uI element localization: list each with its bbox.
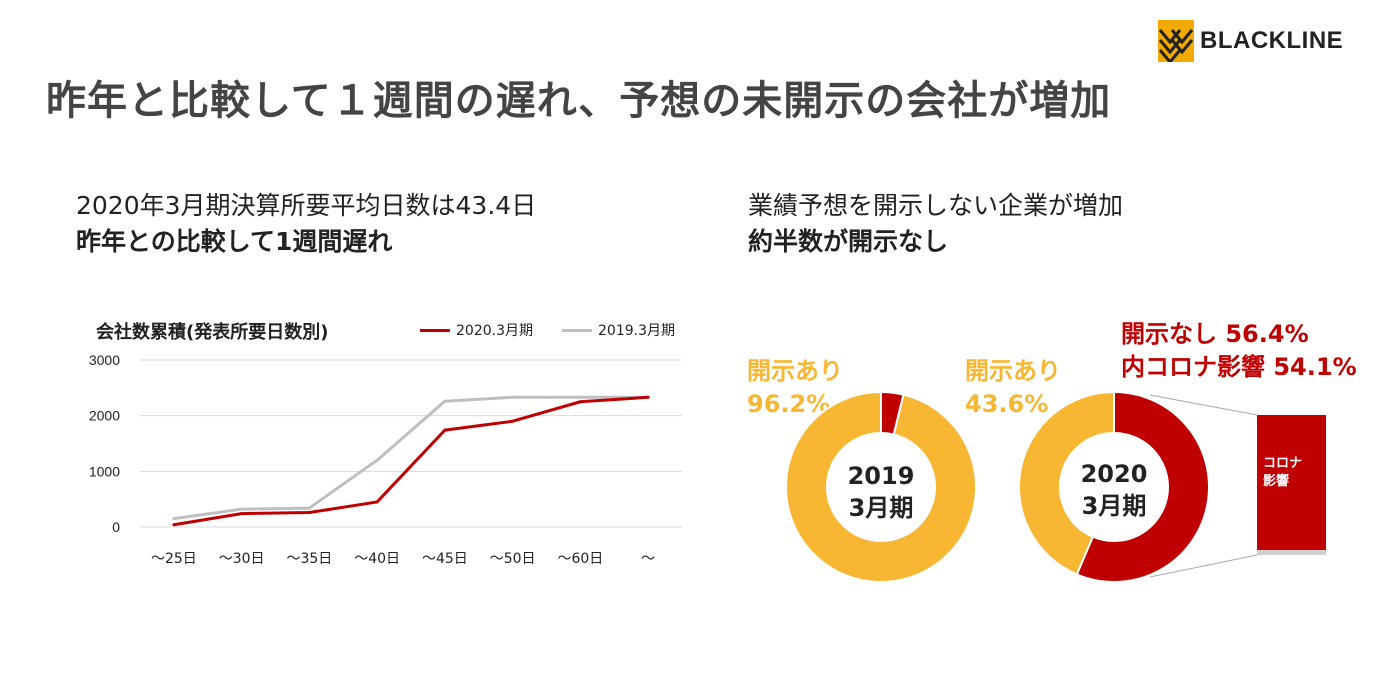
x-tick-label: ～25日	[151, 551, 197, 567]
donut-2020-label: 開示あり 43.6%	[965, 355, 1061, 421]
callout-line-bottom	[1149, 554, 1258, 578]
slice-開示あり	[1018, 390, 1115, 576]
data-point	[240, 512, 244, 516]
y-tick-label: 0	[112, 519, 120, 535]
x-tick-label: ～30日	[219, 551, 265, 567]
donut-2020	[1018, 390, 1210, 583]
data-point	[375, 458, 379, 462]
y-tick-label: 3000	[89, 352, 120, 368]
corona-impact-label-line2: 影響	[1263, 474, 1290, 489]
data-point	[240, 507, 244, 511]
blackline-logo: BLACKLINE	[1158, 20, 1343, 62]
y-tick-label: 2000	[89, 408, 120, 424]
data-point	[172, 523, 176, 527]
data-point	[578, 400, 582, 404]
data-point	[646, 395, 650, 399]
blackline-chevron-logo-icon	[1158, 20, 1194, 62]
corona-impact-label: コロナ 影響	[1263, 455, 1302, 491]
donut-2019-center: 2019 3月期	[821, 460, 941, 524]
data-point	[375, 500, 379, 504]
donut-2019-label: 開示あり 96.2%	[747, 355, 843, 421]
donut-2019-label-line1: 開示あり	[747, 357, 843, 385]
legend-label-2019: 2019.3月期	[598, 323, 675, 339]
donut-2019	[785, 390, 977, 583]
y-tick-label: 1000	[89, 463, 120, 479]
slice-開示あり	[785, 390, 977, 583]
legend-label-2020: 2020.3月期	[456, 323, 533, 339]
data-point	[307, 511, 311, 515]
donut-2020-annotation: 開示なし 56.4% 内コロナ影響 54.1%	[1121, 318, 1357, 384]
page-title: 昨年と比較して１週間の遅れ、予想の未開示の会社が増加	[46, 78, 1112, 124]
right-subtitle: 業績予想を開示しない企業が増加	[748, 191, 1124, 220]
data-point	[511, 419, 515, 423]
x-tick-label: ～60日	[557, 551, 603, 567]
annotation-corona: 内コロナ影響 54.1%	[1121, 353, 1357, 381]
right-subtitle-bold: 約半数が開示なし	[748, 227, 949, 256]
x-tick-label: ～45日	[422, 551, 468, 567]
data-point	[443, 428, 447, 432]
x-tick-label: ～	[641, 551, 655, 567]
corona-impact-label-line1: コロナ	[1263, 456, 1303, 471]
callout-line-top	[1149, 394, 1258, 416]
corona-impact-bar-remainder	[1257, 550, 1326, 555]
data-point	[172, 517, 176, 521]
donut-2019-center-period: 3月期	[848, 494, 914, 522]
x-tick-label: ～40日	[354, 551, 400, 567]
corona-impact-bar	[1257, 415, 1326, 550]
logo-text: BLACKLINE	[1200, 27, 1344, 54]
donut-2020-label-line1: 開示あり	[965, 357, 1061, 385]
donut-2020-center: 2020 3月期	[1054, 458, 1174, 522]
line-chart: 0 1000 2000 3000 ～25日 ～30日 ～35日 ～40日 ～45日 ～50日 ～6…	[89, 352, 682, 567]
data-point	[578, 395, 582, 399]
left-subtitle-bold: 昨年との比較して1週間遅れ	[76, 227, 393, 256]
donut-2019-label-line2: 96.2%	[747, 390, 831, 418]
donut-2020-center-year: 2020	[1080, 460, 1148, 488]
left-subtitle: 2020年3月期決算所要平均日数は43.4日	[76, 191, 537, 220]
donut-2020-label-line2: 43.6%	[965, 390, 1049, 418]
annotation-nondisclosure: 開示なし 56.4%	[1121, 320, 1309, 348]
x-tick-label: ～50日	[490, 551, 536, 567]
legend-swatch-2019	[562, 328, 592, 332]
line-chart-title: 会社数累積(発表所要日数別)	[96, 322, 329, 343]
legend-swatch-2020	[420, 328, 450, 332]
series-line-2020.3月期	[173, 395, 649, 527]
legend-item-2020: 2020.3月期	[420, 320, 533, 340]
data-point	[443, 399, 447, 403]
series-line-2019.3月期	[173, 395, 649, 521]
data-point	[511, 395, 515, 399]
legend-item-2019: 2019.3月期	[562, 320, 675, 340]
donut-2020-center-period: 3月期	[1081, 492, 1147, 520]
data-point	[307, 506, 311, 510]
slice-開示なし	[1075, 390, 1210, 583]
donut-2019-center-year: 2019	[847, 462, 915, 490]
x-tick-label: ～35日	[286, 551, 332, 567]
